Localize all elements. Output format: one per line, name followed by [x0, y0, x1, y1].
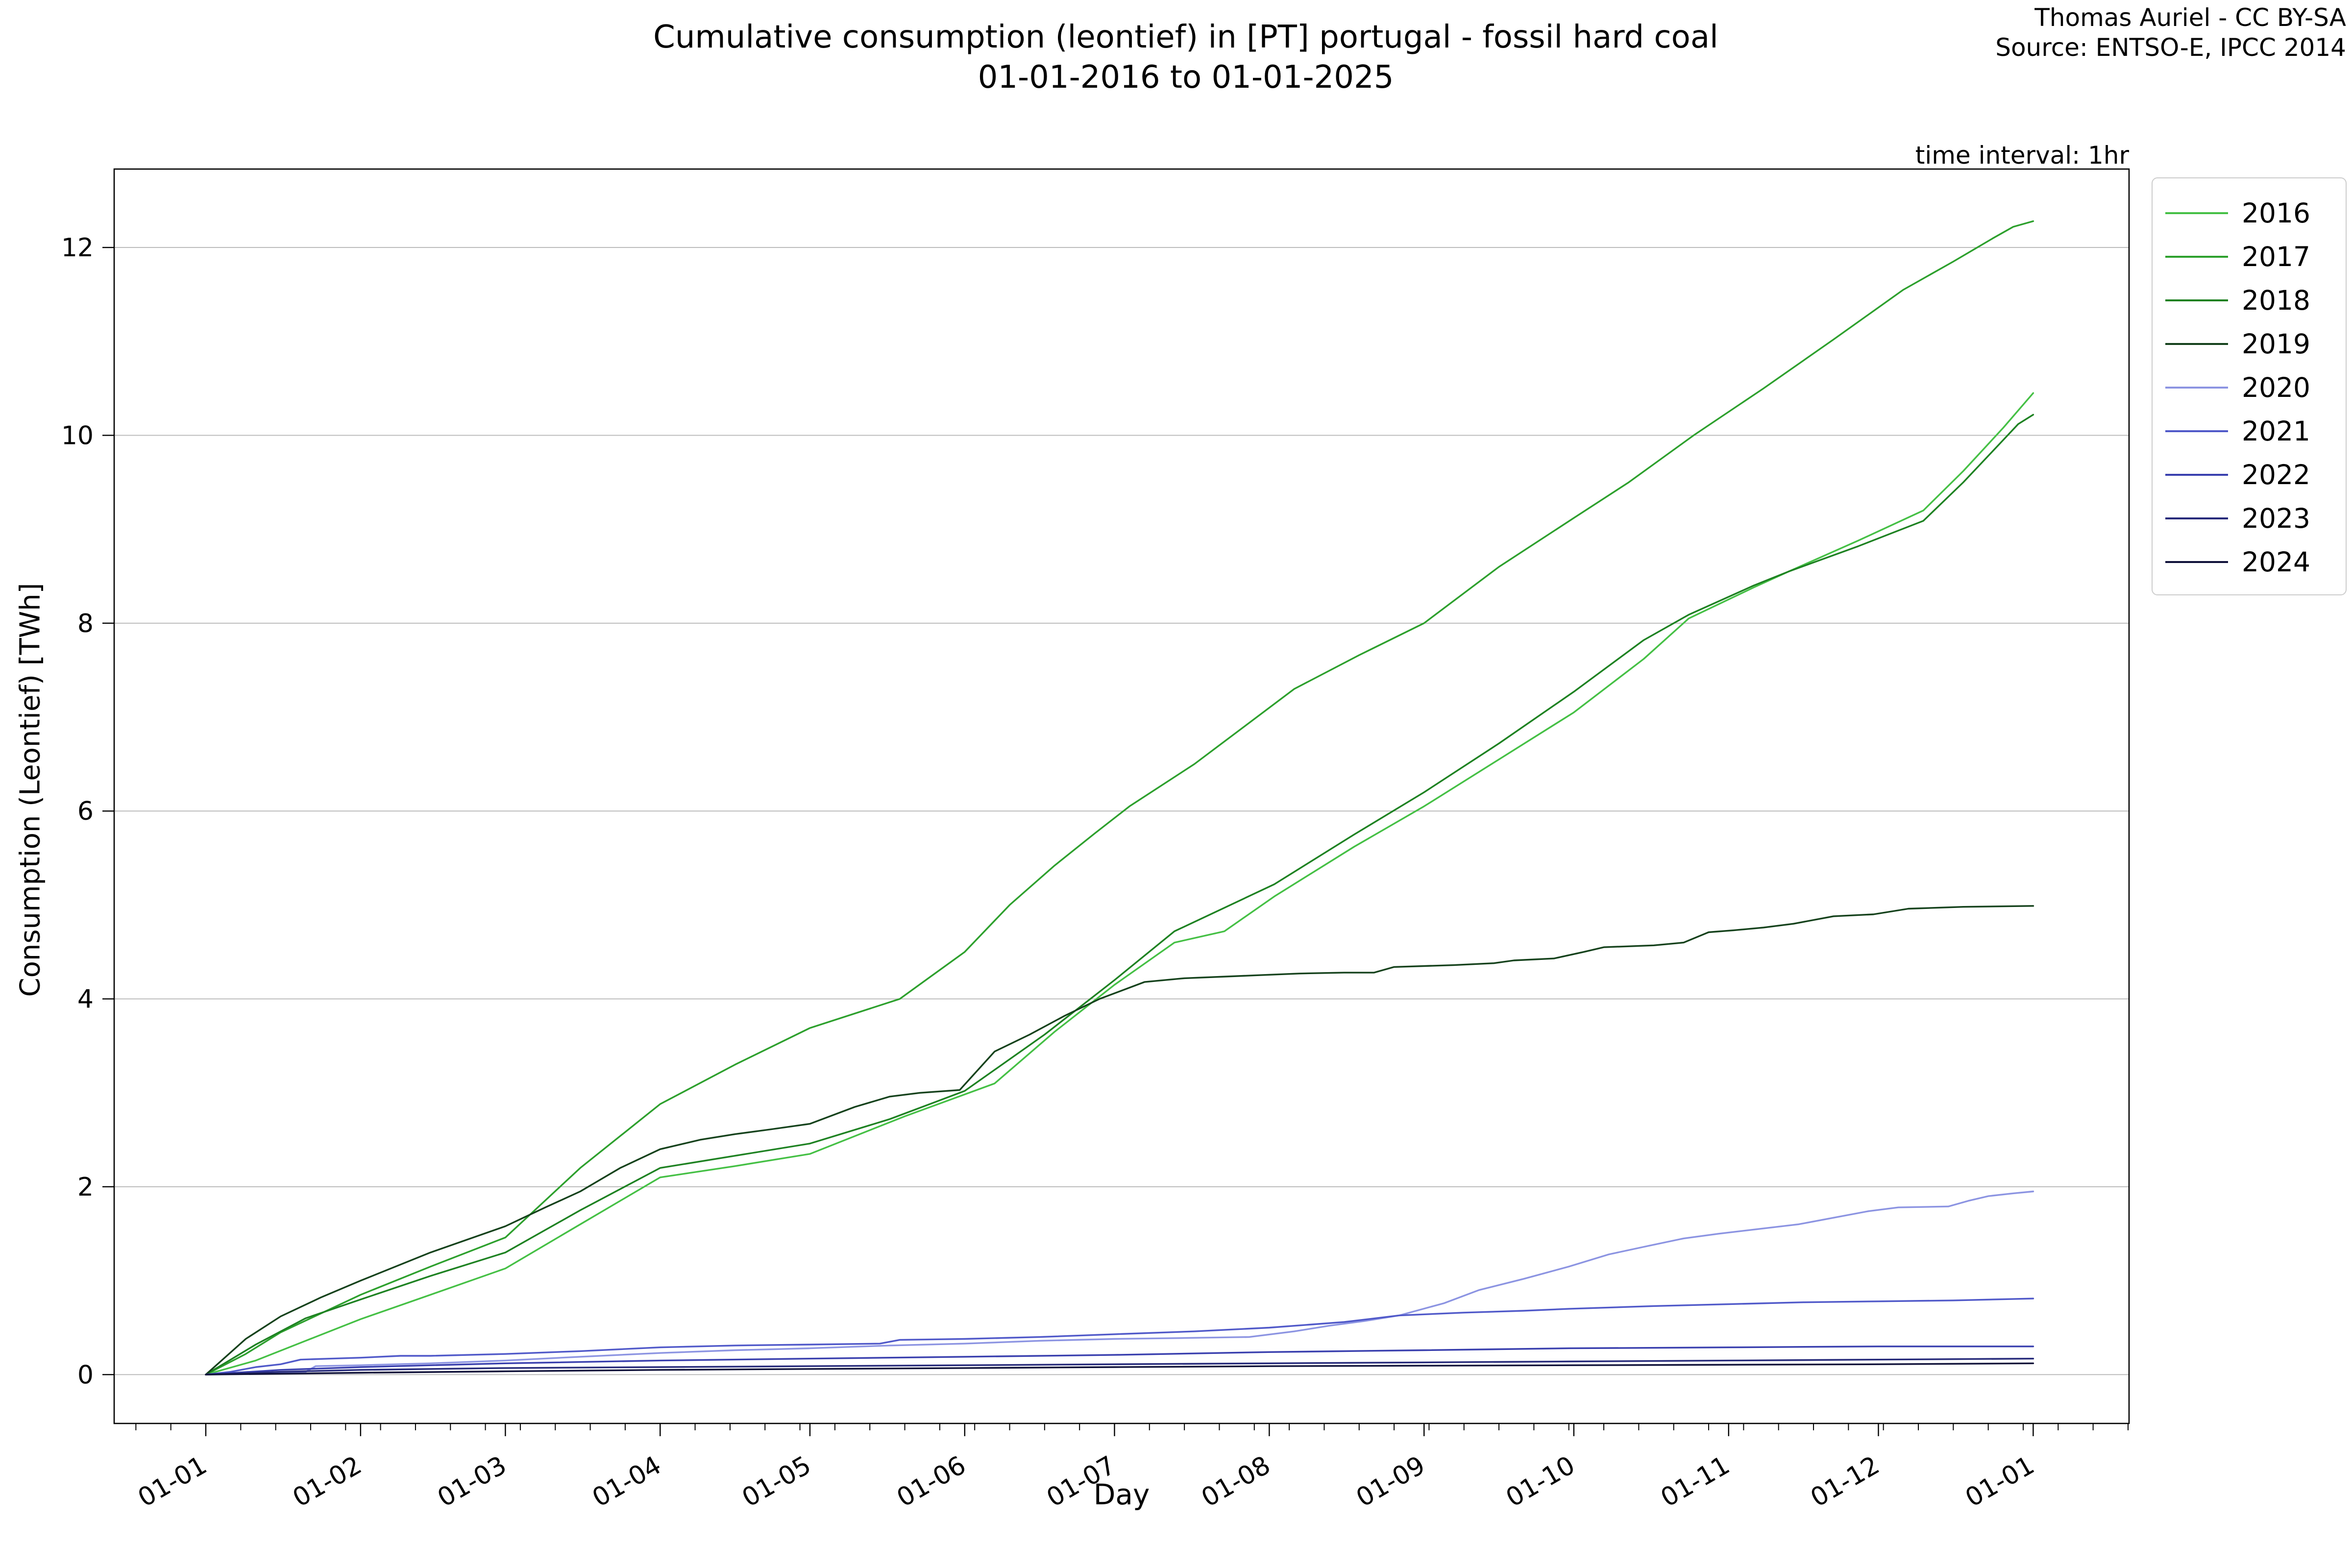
x-axis-label: Day: [1093, 1478, 1150, 1511]
x-tick-label: 01-02: [288, 1450, 367, 1513]
series-line-2021: [205, 1298, 2034, 1375]
x-tick-label: 01-06: [892, 1450, 971, 1513]
series-line-2017: [205, 220, 2034, 1375]
attribution: Thomas Auriel - CC BY-SA Source: ENTSO-E…: [1995, 3, 2346, 63]
x-tick-label: 01-12: [1806, 1450, 1885, 1513]
plot-border: [113, 168, 2130, 1424]
legend-swatch-2023: [2165, 517, 2228, 519]
x-tick-label: 01-11: [1656, 1450, 1735, 1513]
legend-swatch-2021: [2165, 430, 2228, 432]
x-tick-label: 01-09: [1351, 1450, 1430, 1513]
attribution-source: Source: ENTSO-E, IPCC 2014: [1995, 33, 2346, 62]
series-line-2016: [205, 392, 2034, 1375]
legend-swatch-2020: [2165, 386, 2228, 389]
legend-swatch-2024: [2165, 561, 2228, 563]
legend-label-2017: 2017: [2242, 241, 2310, 272]
legend-item-2016: 2016: [2153, 191, 2346, 235]
legend: 2016 2017 2018 2019 2020 2021 2022 2023 2024: [2152, 177, 2347, 595]
x-tick-label: 01-01: [133, 1450, 212, 1513]
x-tick-label: 01-01: [1960, 1450, 2039, 1513]
legend-item-2020: 2020: [2153, 366, 2346, 409]
y-tick-label: 8: [77, 609, 94, 638]
legend-item-2017: 2017: [2153, 235, 2346, 278]
legend-label-2021: 2021: [2242, 415, 2310, 447]
series-line-2018: [205, 414, 2034, 1375]
chart-title-line2: 01-01-2016 to 01-01-2025: [978, 59, 1394, 96]
y-tick-label: 0: [77, 1360, 94, 1390]
legend-label-2020: 2020: [2242, 371, 2310, 403]
series-line-2020: [205, 1190, 2034, 1375]
y-tick-label: 12: [61, 233, 94, 263]
legend-swatch-2016: [2165, 212, 2228, 214]
series-line-2019: [205, 905, 2034, 1375]
legend-swatch-2019: [2165, 343, 2228, 345]
legend-item-2018: 2018: [2153, 278, 2346, 322]
y-axis-label: Consumption (Leontief) [TWh]: [14, 583, 47, 997]
legend-item-2021: 2021: [2153, 409, 2346, 453]
x-tick-label: 01-04: [588, 1450, 666, 1513]
time-interval-label: time interval: 1hr: [1915, 141, 2129, 170]
legend-label-2018: 2018: [2242, 284, 2310, 316]
legend-item-2022: 2022: [2153, 453, 2346, 496]
legend-label-2023: 2023: [2242, 502, 2310, 534]
series-line-2023: [205, 1358, 2034, 1375]
x-tick-label: 01-08: [1197, 1450, 1275, 1513]
series-line-2022: [205, 1346, 2034, 1375]
legend-swatch-2018: [2165, 299, 2228, 301]
chart-title-line1: Cumulative consumption (leontief) in [PT…: [653, 19, 1718, 55]
y-tick-label: 6: [77, 797, 94, 826]
legend-item-2024: 2024: [2153, 540, 2346, 584]
legend-label-2019: 2019: [2242, 328, 2310, 360]
legend-label-2022: 2022: [2242, 459, 2310, 490]
legend-item-2019: 2019: [2153, 322, 2346, 366]
legend-item-2023: 2023: [2153, 496, 2346, 540]
plot-area: 01-01 01-02 01-03 01-04 01-05 01-06 01-07 01-08…: [61, 168, 2130, 1513]
legend-swatch-2017: [2165, 255, 2228, 258]
x-tick-label: 01-03: [433, 1450, 512, 1513]
y-tick-label: 2: [77, 1173, 94, 1202]
x-tick-label: 01-05: [737, 1450, 816, 1513]
y-tick-label: 10: [61, 421, 94, 450]
legend-swatch-2022: [2165, 473, 2228, 476]
series-line-2024: [205, 1362, 2034, 1375]
chart-title: Cumulative consumption (leontief) in [PT…: [653, 18, 1718, 98]
attribution-author: Thomas Auriel - CC BY-SA: [2034, 3, 2346, 32]
y-tick-label: 4: [77, 985, 94, 1014]
legend-label-2024: 2024: [2242, 546, 2310, 578]
line-chart: 01-01 01-02 01-03 01-04 01-05 01-06 01-07 01-08…: [61, 168, 2130, 1513]
x-tick-label: 01-10: [1501, 1450, 1580, 1513]
legend-label-2016: 2016: [2242, 197, 2310, 229]
